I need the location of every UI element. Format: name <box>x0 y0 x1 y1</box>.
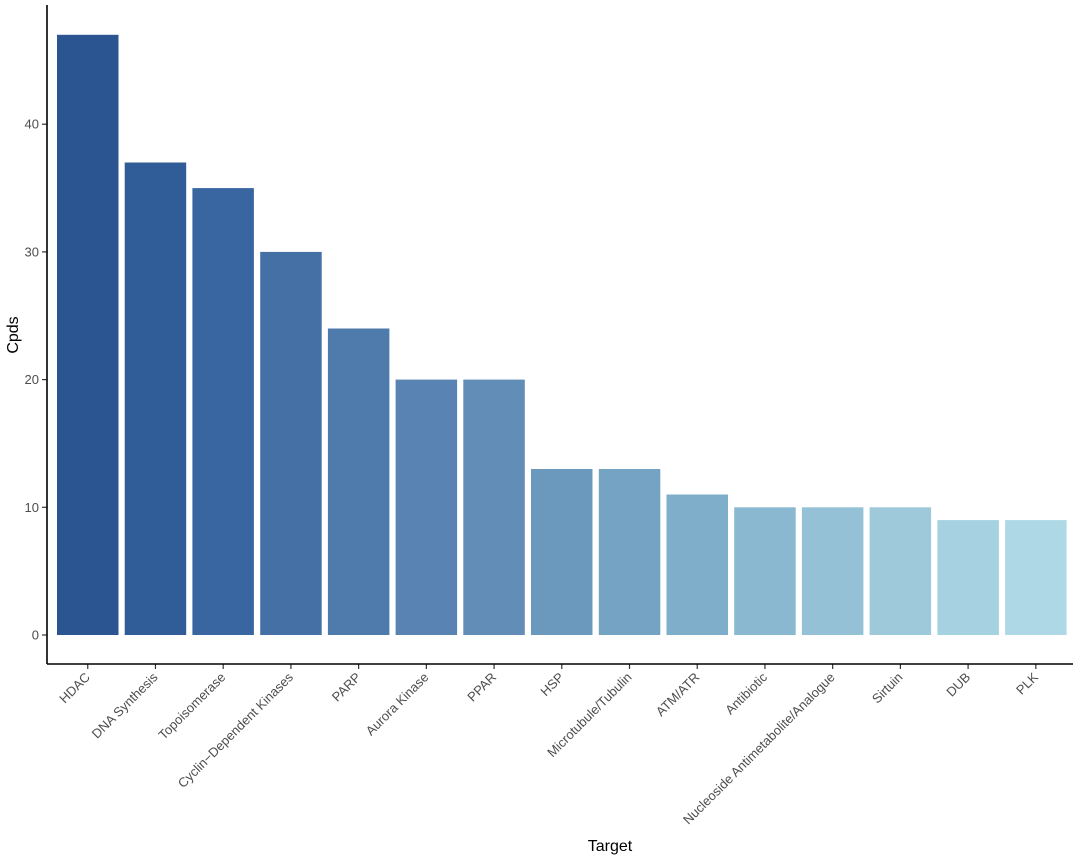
x-axis-title: Target <box>588 838 633 855</box>
y-axis-ticks: 0 10 20 30 40 <box>25 117 47 643</box>
y-tick-label-1: 10 <box>25 500 39 515</box>
y-tick-label-3: 30 <box>25 244 39 259</box>
bar-3 <box>260 251 322 635</box>
bar-7 <box>531 469 593 635</box>
y-tick-label-0: 0 <box>32 628 39 643</box>
bar-11 <box>801 507 864 635</box>
x-tick-label-3: Cyclin−Dependent Kinases <box>175 669 297 791</box>
x-tick-label-12: Sirtuin <box>869 670 906 707</box>
x-tick-label-7: HSP <box>537 670 567 700</box>
x-tick-label-13: DUB <box>943 670 973 700</box>
bar-12 <box>869 507 932 635</box>
bar-2 <box>192 188 254 635</box>
bar-13 <box>937 520 999 635</box>
y-tick-label-4: 40 <box>25 117 39 132</box>
x-tick-label-10: Antibiotic <box>722 669 770 717</box>
bar-1 <box>124 162 187 635</box>
bars-group <box>57 34 1067 636</box>
bar-6 <box>463 379 525 635</box>
x-tick-label-6: PPAR <box>464 670 499 705</box>
x-tick-label-14: PLK <box>1013 669 1041 697</box>
bar-0 <box>57 34 119 636</box>
x-tick-label-9: ATM/ATR <box>653 670 703 720</box>
bar-4 <box>327 328 390 635</box>
y-tick-label-2: 20 <box>25 372 39 387</box>
x-tick-label-11: Nucleoside Antimetabolite/Analogue <box>680 670 838 828</box>
bar-8 <box>598 469 661 635</box>
x-tick-label-2: Topoisomerase <box>155 670 228 743</box>
bar-10 <box>734 507 796 635</box>
x-tick-label-1: DNA Synthesis <box>89 669 161 741</box>
x-tick-label-4: PARP <box>329 670 364 705</box>
bar-14 <box>1005 520 1067 635</box>
x-tick-label-0: HDAC <box>56 670 93 707</box>
x-tick-label-5: Aurora Kinase <box>363 670 432 739</box>
y-axis-title: Cpds <box>5 316 22 353</box>
bar-5 <box>395 379 458 635</box>
bar-9 <box>666 494 728 635</box>
